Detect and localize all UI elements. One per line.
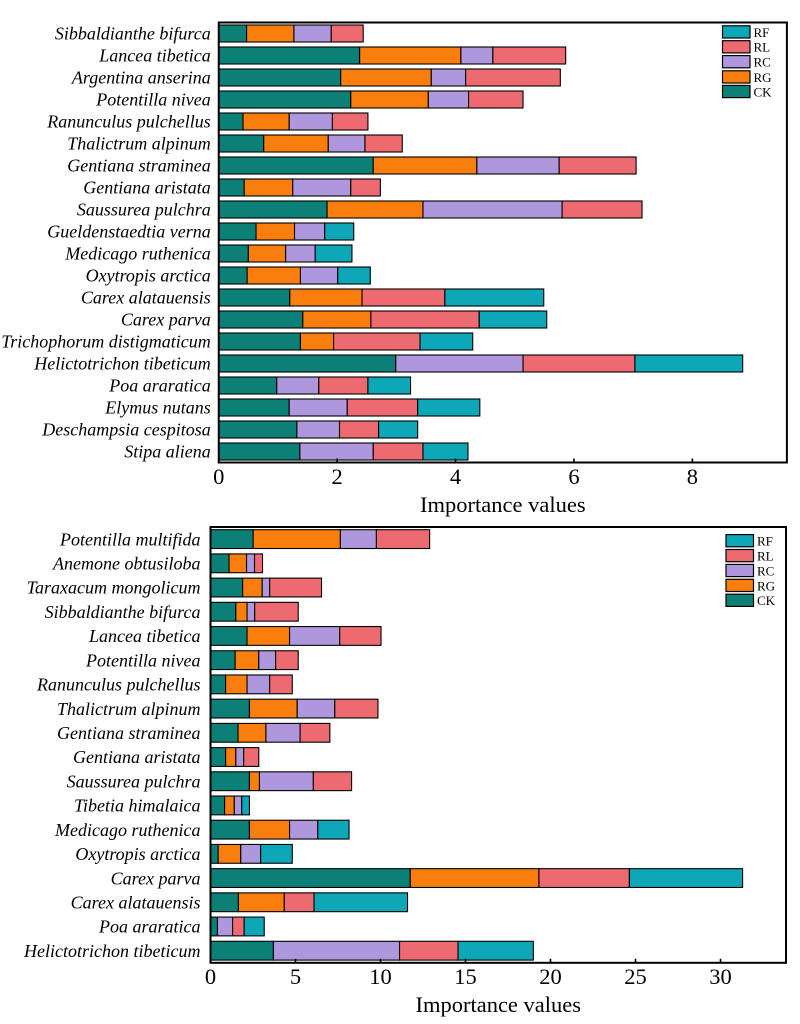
svg-text:Saussurea pulchra: Saussurea pulchra <box>67 771 201 791</box>
svg-text:Sibbaldianthe bifurca: Sibbaldianthe bifurca <box>55 24 211 44</box>
svg-text:Gentiana aristata: Gentiana aristata <box>83 178 211 198</box>
svg-text:Gentiana straminea: Gentiana straminea <box>57 723 201 743</box>
svg-text:Tibetia himalaica: Tibetia himalaica <box>74 796 201 816</box>
svg-text:Ranunculus pulchellus: Ranunculus pulchellus <box>46 112 210 132</box>
svg-text:Carex alatauensis: Carex alatauensis <box>81 288 211 308</box>
svg-text:Anemone obtusiloba: Anemone obtusiloba <box>52 554 200 574</box>
svg-text:Gentiana aristata: Gentiana aristata <box>73 747 201 767</box>
svg-text:Importance values: Importance values <box>415 992 581 1017</box>
svg-text:5: 5 <box>290 964 301 989</box>
svg-text:0: 0 <box>213 464 224 489</box>
svg-text:Oxytropis arctica: Oxytropis arctica <box>86 266 211 286</box>
svg-text:Medicago ruthenica: Medicago ruthenica <box>64 244 210 264</box>
svg-text:Trichophorum distigmaticum: Trichophorum distigmaticum <box>1 332 211 352</box>
svg-text:Importance values: Importance values <box>420 492 586 517</box>
svg-text:Lancea tibetica: Lancea tibetica <box>98 46 210 66</box>
svg-text:15: 15 <box>454 964 477 989</box>
svg-text:4: 4 <box>450 464 461 489</box>
svg-text:Sibbaldianthe bifurca: Sibbaldianthe bifurca <box>45 602 201 622</box>
svg-text:Gueldenstaedtia verna: Gueldenstaedtia verna <box>47 222 210 242</box>
svg-text:RC: RC <box>757 563 774 578</box>
svg-text:Potentilla nivea: Potentilla nivea <box>95 90 210 110</box>
svg-text:Poa araratica: Poa araratica <box>98 917 201 937</box>
svg-text:10: 10 <box>369 964 392 989</box>
svg-text:20: 20 <box>539 964 562 989</box>
svg-text:Medicago ruthenica: Medicago ruthenica <box>54 820 200 840</box>
svg-text:Carex parva: Carex parva <box>111 868 201 888</box>
svg-text:RG: RG <box>757 578 775 593</box>
svg-text:RF: RF <box>754 25 770 40</box>
svg-text:RG: RG <box>754 70 772 85</box>
svg-text:Saussurea pulchra: Saussurea pulchra <box>77 200 211 220</box>
svg-text:8: 8 <box>687 464 698 489</box>
svg-text:Thalictrum alpinum: Thalictrum alpinum <box>67 134 211 154</box>
svg-text:Stipa aliena: Stipa aliena <box>124 442 211 462</box>
svg-text:Thalictrum alpinum: Thalictrum alpinum <box>57 699 201 719</box>
svg-text:RL: RL <box>757 549 774 564</box>
svg-text:Taraxacum mongolicum: Taraxacum mongolicum <box>27 578 201 598</box>
svg-text:2: 2 <box>332 464 343 489</box>
svg-text:RF: RF <box>757 534 773 549</box>
svg-text:Helictotrichon tibeticum: Helictotrichon tibeticum <box>33 354 210 374</box>
svg-text:30: 30 <box>709 964 732 989</box>
svg-text:Helictotrichon tibeticum: Helictotrichon tibeticum <box>23 941 200 961</box>
svg-text:Poa araratica: Poa araratica <box>108 376 211 396</box>
svg-text:Argentina anserina: Argentina anserina <box>71 68 211 88</box>
svg-text:CK: CK <box>754 84 773 99</box>
svg-text:RC: RC <box>754 55 771 70</box>
svg-text:CK: CK <box>757 593 776 608</box>
svg-text:25: 25 <box>624 964 647 989</box>
svg-text:Carex alatauensis: Carex alatauensis <box>71 892 201 912</box>
svg-text:Deschampsia cespitosa: Deschampsia cespitosa <box>41 420 210 440</box>
svg-text:Elymus nutans: Elymus nutans <box>104 398 211 418</box>
svg-text:Potentilla nivea: Potentilla nivea <box>85 650 200 670</box>
svg-text:Ranunculus pulchellus: Ranunculus pulchellus <box>36 675 200 695</box>
svg-text:Carex parva: Carex parva <box>121 310 211 330</box>
svg-text:Lancea tibetica: Lancea tibetica <box>88 626 200 646</box>
svg-text:Potentilla multifida: Potentilla multifida <box>59 529 201 549</box>
svg-text:6: 6 <box>568 464 579 489</box>
svg-text:Gentiana straminea: Gentiana straminea <box>67 156 211 176</box>
svg-text:RL: RL <box>754 40 771 55</box>
svg-text:Oxytropis arctica: Oxytropis arctica <box>75 844 200 864</box>
svg-text:0: 0 <box>205 964 216 989</box>
